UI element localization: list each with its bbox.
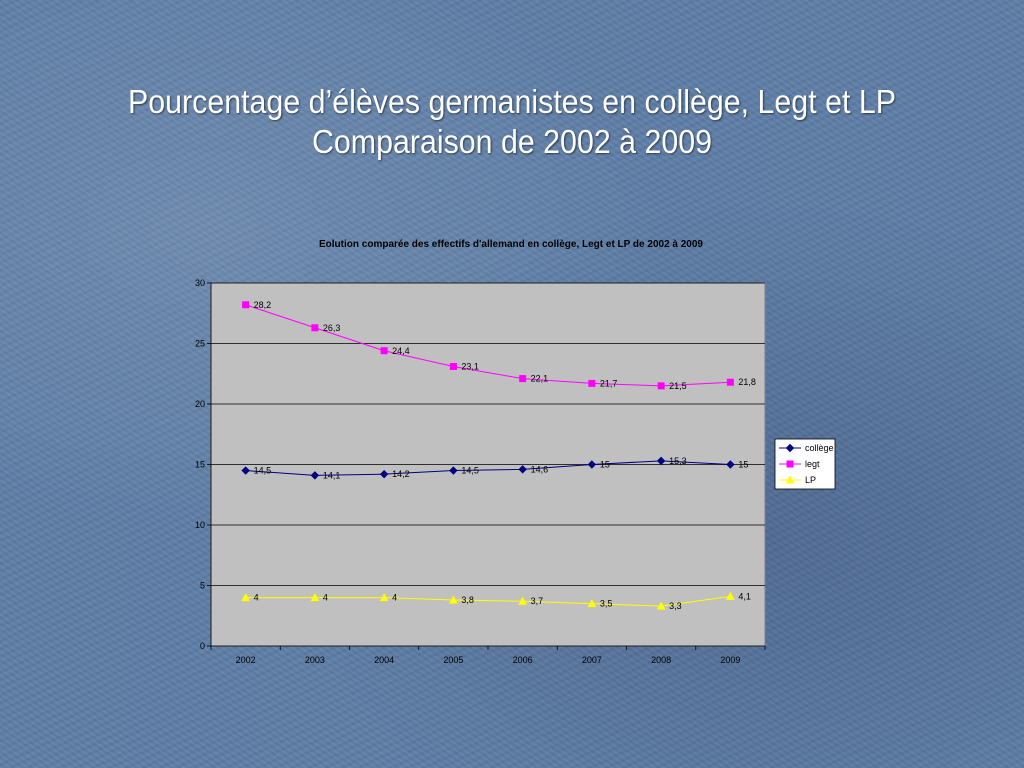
data-label: 23,1 [461, 361, 479, 371]
data-point-diamond [518, 465, 527, 474]
data-label: 14,6 [531, 464, 549, 474]
data-point-triangle [379, 593, 389, 602]
legend-label: LP [805, 475, 816, 485]
data-label: 14,1 [323, 470, 341, 480]
data-point-triangle [449, 595, 458, 604]
data-label: 21,5 [669, 381, 687, 391]
data-label: 21,7 [600, 378, 618, 388]
series-line-collège [245, 460, 731, 476]
legend-label: legt [805, 459, 820, 469]
data-point-triangle [518, 596, 527, 605]
data-point-triangle [785, 475, 795, 484]
x-tick-label: 2005 [443, 655, 463, 665]
slide-title-line2: Comparaison de 2002 à 2009 [311, 123, 713, 160]
data-label: 4 [323, 593, 328, 603]
data-point-triangle [241, 593, 250, 602]
legend: collège legt LP [774, 438, 836, 490]
data-point-square [242, 301, 250, 309]
legend-label: collège [805, 443, 834, 453]
y-tick-label: 25 [195, 339, 205, 349]
data-label: 15 [738, 460, 748, 470]
x-tick-label: 2006 [513, 655, 533, 665]
data-label: 4 [254, 593, 259, 603]
data-label: 26,3 [323, 323, 341, 333]
data-point-diamond [241, 466, 250, 475]
data-label: 24,4 [392, 346, 410, 356]
data-point-square [588, 379, 596, 387]
data-label: 15,3 [669, 456, 687, 466]
x-tick-label: 2007 [582, 655, 602, 665]
y-tick-label: 20 [195, 399, 205, 409]
data-point-triangle [310, 593, 320, 602]
data-point-square [519, 375, 527, 383]
data-point-square [657, 382, 665, 390]
axes: 0 5 10 15 20 25 30 2002 2003 2004 2005 2006 2007 2008… [195, 278, 766, 665]
series-group [241, 301, 735, 610]
data-point-square [311, 324, 319, 332]
y-tick-label: 5 [200, 581, 205, 591]
data-point-diamond [587, 460, 597, 469]
data-point-triangle [656, 601, 666, 610]
data-point-diamond [726, 460, 735, 469]
series-line-legt [245, 304, 731, 387]
slide-title-line1: Pourcentage d’élèves germanistes en coll… [128, 83, 896, 120]
data-labels: 14,5 14,1 14,2 14,5 14,6 15 15,3 15 28,2 26,3 24,4… [254, 300, 756, 611]
x-tick-label: 2004 [374, 655, 394, 665]
data-point-square [380, 347, 388, 355]
data-point-triangle [587, 599, 597, 608]
data-label: 3,7 [531, 596, 544, 606]
data-label: 22,1 [531, 374, 549, 384]
data-point-diamond [449, 466, 458, 475]
x-tick-label: 2002 [236, 655, 256, 665]
data-point-diamond [656, 456, 666, 466]
series-line-LP [245, 595, 731, 607]
y-tick-label: 15 [195, 460, 205, 470]
data-point-square [786, 460, 794, 468]
data-label: 3,5 [600, 599, 613, 609]
data-label: 4 [392, 593, 397, 603]
data-label: 21,8 [738, 377, 756, 387]
data-label: 14,5 [461, 466, 479, 476]
chart-title: Eolution comparée des effectifs d'allema… [319, 239, 703, 250]
data-label: 28,2 [254, 300, 272, 310]
data-point-triangle [726, 591, 735, 600]
data-point-diamond [310, 471, 320, 480]
x-tick-label: 2009 [720, 655, 740, 665]
y-tick-label: 0 [200, 641, 205, 651]
x-tick-label: 2008 [651, 655, 671, 665]
data-label: 15 [600, 460, 610, 470]
gridlines [211, 282, 765, 586]
data-point-diamond [785, 443, 795, 453]
data-point-square [726, 378, 734, 386]
data-label: 14,2 [392, 469, 410, 479]
data-label: 14,5 [254, 466, 272, 476]
data-point-square [449, 362, 457, 370]
data-label: 4,1 [738, 591, 751, 601]
data-point-diamond [379, 469, 389, 479]
x-tick-label: 2003 [305, 655, 325, 665]
y-tick-label: 10 [195, 520, 205, 530]
y-tick-label: 30 [195, 278, 205, 288]
data-label: 3,8 [461, 595, 474, 605]
data-label: 3,3 [669, 601, 682, 611]
slide-title: Pourcentage d’élèves germanistes en coll… [78, 82, 946, 162]
